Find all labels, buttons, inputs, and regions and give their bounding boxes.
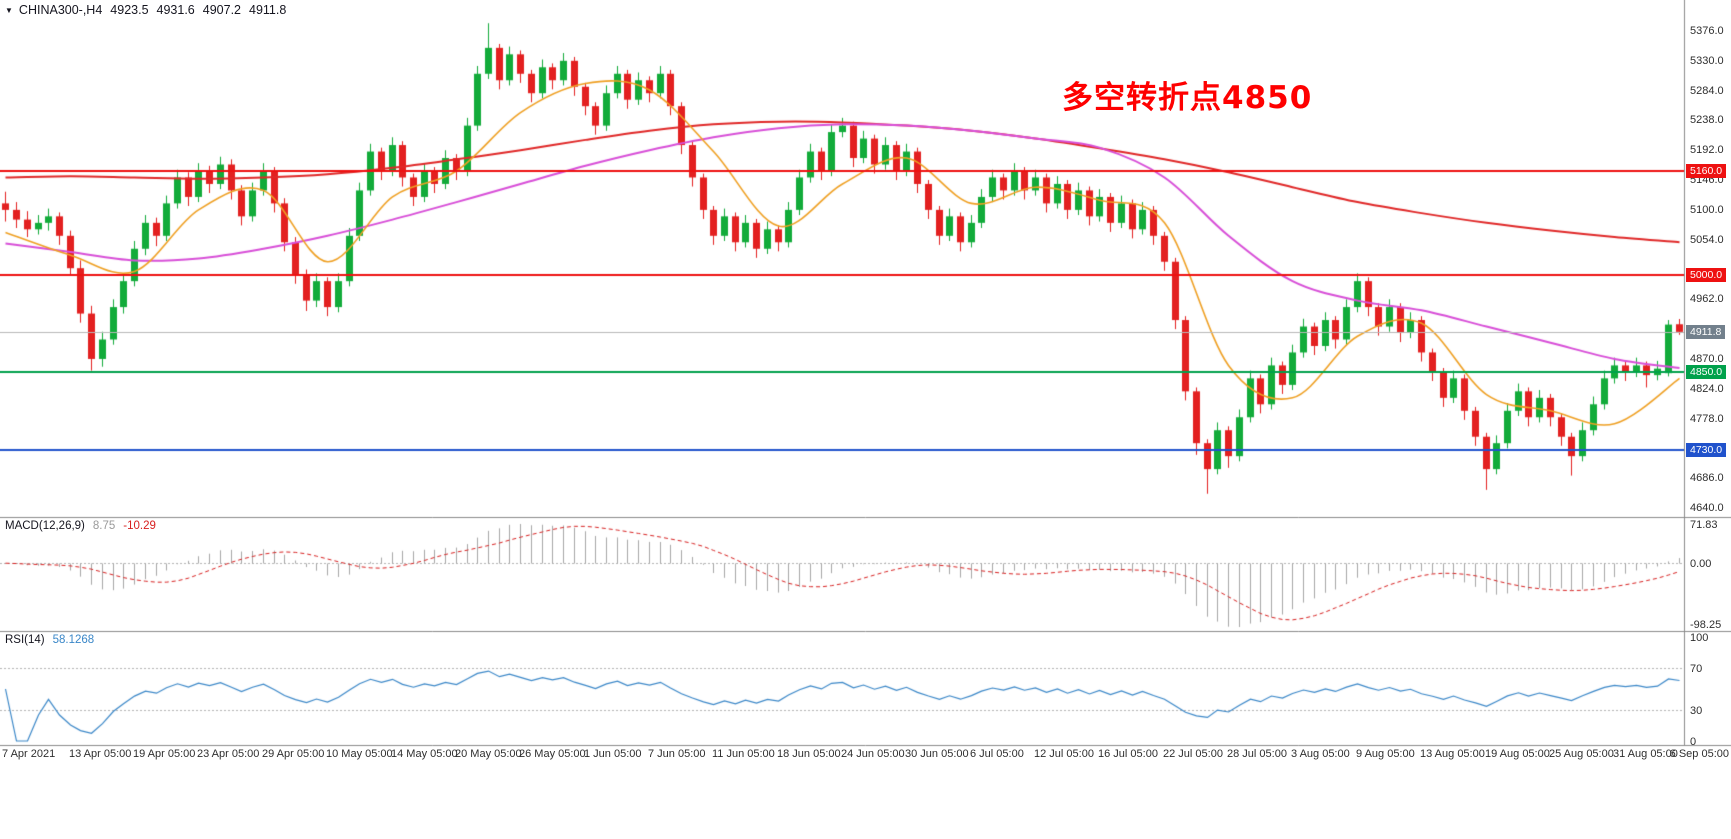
ohlc-open: 4923.5 xyxy=(110,3,149,17)
time-axis-label: 31 Aug 05:00 xyxy=(1613,748,1678,760)
chart-annotation-text: 多空转折点4850 xyxy=(1062,80,1313,116)
ohlc-high: 4931.6 xyxy=(156,3,195,17)
time-axis-label: 29 Apr 05:00 xyxy=(262,748,325,760)
rsi-scale-label: 100 xyxy=(1690,632,1709,644)
symbol-period: CHINA300-,H4 xyxy=(18,3,103,17)
time-axis-label: 25 Aug 05:00 xyxy=(1549,748,1614,760)
time-axis-label: 13 Apr 05:00 xyxy=(69,748,132,760)
price-axis-label: 5284.0 xyxy=(1690,84,1724,97)
macd-main-value: 8.75 xyxy=(92,520,116,532)
rsi-scale-label: 70 xyxy=(1690,663,1703,676)
macd-scale-label: 71.83 xyxy=(1690,519,1718,531)
rsi-scale-label: 30 xyxy=(1690,704,1703,717)
time-axis-label: 6 Jul 05:00 xyxy=(970,748,1024,760)
price-axis-label: 4686.0 xyxy=(1690,472,1724,485)
time-axis-label: 19 Aug 05:00 xyxy=(1485,748,1550,760)
time-axis-label: 18 Jun 05:00 xyxy=(777,748,841,760)
macd-label: MACD(12,26,9) xyxy=(5,520,85,532)
price-axis-label: 5330.0 xyxy=(1690,54,1724,67)
time-scale[interactable]: 7 Apr 2021 13 Apr 05:00 19 Apr 05:00 23 Apr… xyxy=(0,746,1731,764)
price-axis-label: 4824.0 xyxy=(1690,382,1724,395)
rsi-label: RSI(14) xyxy=(5,634,45,646)
price-axis-label: 5100.0 xyxy=(1690,203,1724,216)
time-axis-label: 26 May 05:00 xyxy=(519,748,586,760)
price-axis-label: 5238.0 xyxy=(1690,114,1724,127)
time-axis-label: 1 Jun 05:00 xyxy=(584,748,642,760)
time-axis-label: 12 Jul 05:00 xyxy=(1034,748,1094,760)
macd-scale-label: 0.00 xyxy=(1690,557,1712,570)
price-level-label: 4730.0 xyxy=(1686,442,1727,457)
chart-marker-icon: ▼ xyxy=(5,5,13,15)
price-axis-label: 5192.0 xyxy=(1690,144,1724,157)
time-axis-label: 3 Aug 05:00 xyxy=(1291,748,1350,760)
price-level-label: 4850.0 xyxy=(1686,364,1727,379)
time-axis-label: 9 Aug 05:00 xyxy=(1356,748,1415,760)
time-axis-label: 19 Apr 05:00 xyxy=(133,748,196,760)
price-axis-label: 5376.0 xyxy=(1690,25,1724,37)
time-axis-label: 6 Sep 05:00 xyxy=(1669,748,1729,760)
price-axis-label: 4962.0 xyxy=(1690,293,1724,306)
rsi-scale-label: 0 xyxy=(1690,736,1697,748)
time-axis-label: 24 Jun 05:00 xyxy=(841,748,905,760)
time-axis-label: 20 May 05:00 xyxy=(455,748,522,760)
price-axis-label: 5054.0 xyxy=(1690,233,1724,246)
time-axis-label: 11 Jun 05:00 xyxy=(712,748,775,760)
ohlc-close: 4911.8 xyxy=(249,3,287,17)
time-axis-label: 14 May 05:00 xyxy=(391,748,458,760)
rsi-value: 58.1268 xyxy=(52,634,95,646)
price-axis-label: 4640.0 xyxy=(1690,502,1724,514)
macd-signal-value: -10.29 xyxy=(123,520,156,532)
time-axis-label: 16 Jul 05:00 xyxy=(1098,748,1158,760)
price-axis-label: 4870.0 xyxy=(1690,352,1724,365)
time-axis-label: 7 Apr 2021 xyxy=(2,748,56,760)
macd-scale-label: -98.25 xyxy=(1690,619,1722,631)
rsi-indicator-header: RSI(14) 58.1268 xyxy=(5,634,94,646)
macd-indicator-header: MACD(12,26,9) 8.75 -10.29 xyxy=(5,520,156,532)
time-axis-label: 22 Jul 05:00 xyxy=(1163,748,1223,760)
time-axis-label: 23 Apr 05:00 xyxy=(197,748,260,760)
price-level-label: 5160.0 xyxy=(1686,163,1727,178)
price-level-label: 5000.0 xyxy=(1686,267,1727,282)
price-level-label: 4911.8 xyxy=(1686,324,1726,339)
time-axis-label: 28 Jul 05:00 xyxy=(1227,748,1287,760)
time-axis-label: 10 May 05:00 xyxy=(326,748,393,760)
time-axis-label: 7 Jun 05:00 xyxy=(648,748,706,760)
ohlc-low: 4907.2 xyxy=(202,3,241,17)
chart-info-bar: ▼ CHINA300-,H4 4923.5 4931.6 4907.2 4911… xyxy=(5,3,286,17)
time-axis-label: 30 Jun 05:00 xyxy=(905,748,969,760)
time-axis-label: 13 Aug 05:00 xyxy=(1420,748,1485,760)
price-axis-label: 4778.0 xyxy=(1690,412,1724,425)
